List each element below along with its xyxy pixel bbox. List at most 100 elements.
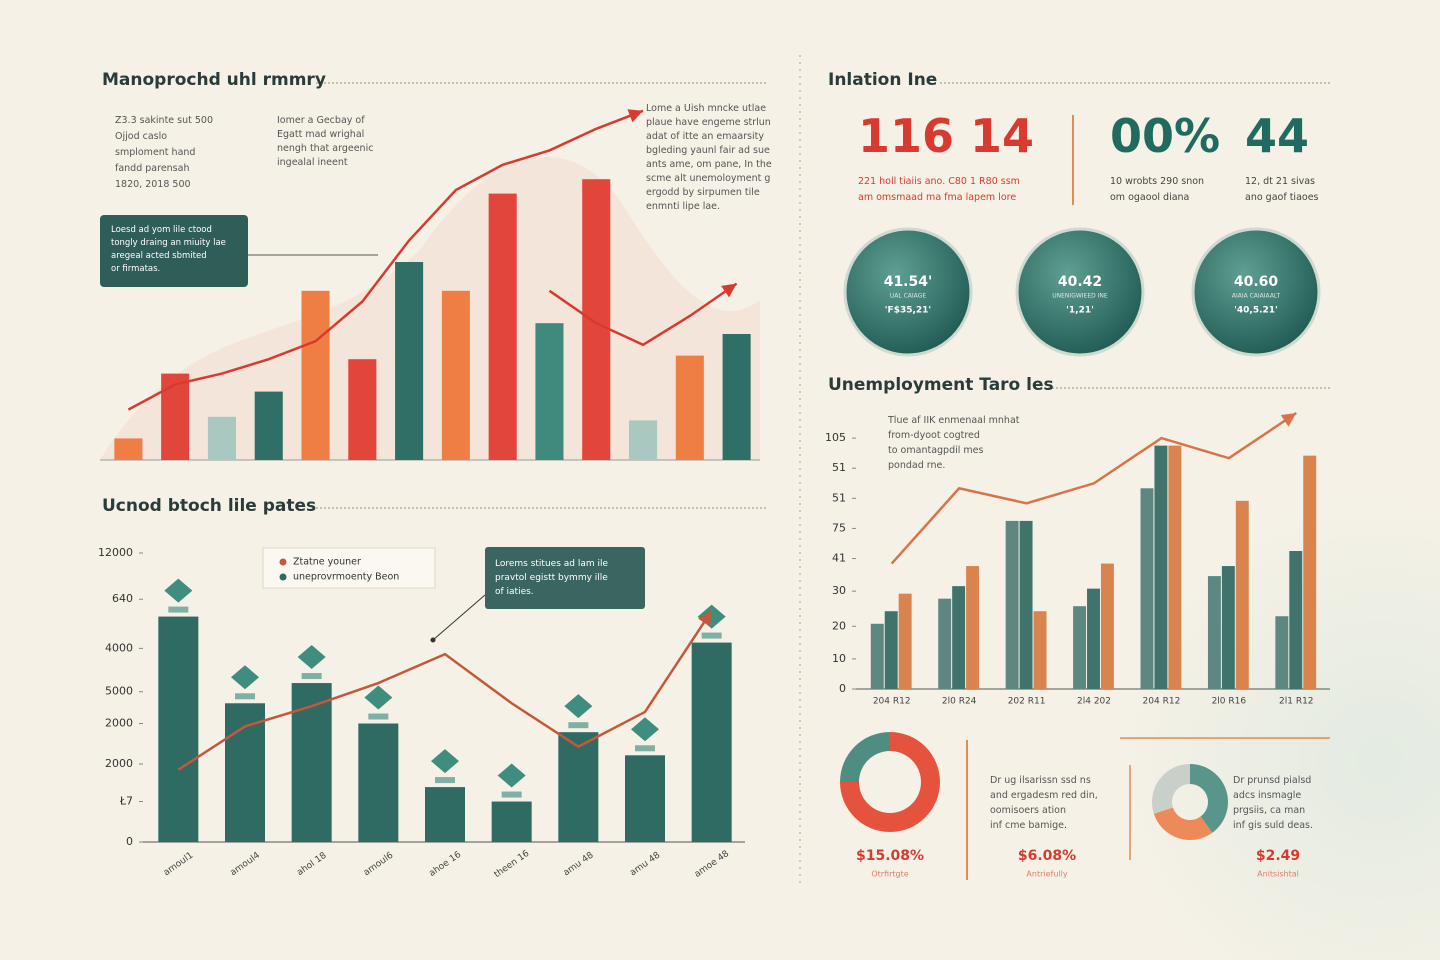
bar [441, 290, 470, 460]
note-line: plaue have engeme strlun [646, 117, 771, 128]
bar [1275, 616, 1289, 689]
panel-caption: Anitsishtal [1257, 870, 1299, 879]
x-tick-label: amoul1 [162, 851, 195, 879]
bar [535, 323, 564, 460]
panel-note: Dr prunsd pialsd [1233, 775, 1312, 786]
y-tick-label: 0 [126, 835, 133, 848]
bar [1235, 500, 1249, 689]
kpi-value: 116 [858, 109, 955, 163]
x-tick-label: ahol 18 [295, 851, 328, 879]
pie-slice [1153, 807, 1213, 841]
kpi-note: 221 holl tiaiis ano. C80 1 R80 ssm [858, 176, 1020, 187]
panel-note: adcs insmagle [1233, 790, 1302, 801]
note-line: Egatt mad wrighal [277, 129, 365, 140]
bar [558, 732, 599, 842]
bar [254, 391, 283, 460]
panel-value: $6.08% [1018, 848, 1076, 864]
section-title: Inlation Ine [828, 70, 938, 90]
kpi-note: 10 wrobts 290 snon [1110, 176, 1205, 187]
x-tick-label: 204 R12 [1143, 697, 1181, 707]
bar [395, 262, 424, 460]
note-line: ingealal ineent [277, 157, 348, 168]
bar [158, 616, 199, 842]
bar-cap-base [168, 606, 189, 613]
panel-caption: Otrfirtgte [871, 870, 908, 879]
arrow-head [721, 283, 737, 298]
bar [966, 566, 980, 689]
note-line: tongly draing an miuity lae [111, 238, 226, 248]
bar-cap [564, 694, 593, 719]
bar [582, 179, 611, 460]
x-tick-label: amoul4 [229, 850, 263, 878]
panel-value: $15.08% [856, 848, 924, 864]
line [177, 610, 713, 771]
kpi-value: 44 [1245, 109, 1310, 163]
bar [348, 359, 377, 460]
arrow-head [627, 109, 644, 123]
bar [301, 290, 330, 460]
note-line: Tlue af IIK enmenaal mnhat [888, 415, 1020, 426]
arrow-head [698, 610, 712, 627]
note-line: adat of itte an emaarsity [646, 131, 764, 142]
legend-box [262, 547, 436, 589]
bar [1154, 445, 1168, 689]
y-tick-label: 51 [832, 491, 846, 504]
arrow-head [1280, 413, 1297, 427]
bar [1207, 576, 1221, 689]
y-tick-label: 0 [839, 682, 846, 695]
bar-cap [164, 578, 193, 603]
x-tick-label: ahoe 16 [427, 850, 463, 879]
x-tick-label: 2l0 R16 [1212, 697, 1247, 707]
bar [722, 334, 751, 460]
note-line: scme alt unemoloyment g [646, 173, 771, 184]
bar [938, 598, 952, 689]
bar [358, 723, 399, 842]
x-tick-label: amu 48 [562, 850, 596, 878]
pie-slice [1152, 764, 1190, 814]
bar [884, 611, 898, 689]
bar-cap-base [701, 632, 722, 639]
bar [1005, 520, 1019, 689]
x-tick-label: amoul6 [362, 850, 396, 878]
bar [491, 801, 532, 842]
panel-note: inf cme bamige. [990, 820, 1068, 831]
y-tick-label: 20 [832, 619, 846, 632]
kpi-value: 14 [970, 109, 1035, 163]
note-line: or firmatas. [111, 264, 161, 274]
legend-swatch [279, 558, 287, 566]
pie-slice [1190, 764, 1229, 833]
bar-cap-base [568, 722, 589, 729]
bar [1033, 611, 1047, 689]
y-tick-label: 4000 [105, 641, 133, 654]
bar-cap-base [635, 745, 655, 752]
bar-cap [631, 717, 659, 742]
circle-value: 40.42 [1058, 274, 1102, 290]
bar [1100, 563, 1114, 689]
leader-dot [430, 637, 436, 643]
bar [952, 586, 966, 689]
panel-note: Dr ug ilsarissn ssd ns [990, 775, 1091, 786]
y-tick-label: 2000 [105, 757, 133, 770]
bar-cap-base [435, 777, 455, 784]
bar-cap-base [501, 791, 522, 798]
bar [675, 355, 704, 460]
y-tick-label: 105 [825, 431, 846, 444]
bar [1140, 488, 1154, 689]
pie-slice [840, 732, 940, 832]
circle-value: 40.60 [1234, 274, 1279, 290]
rule [316, 82, 766, 84]
panel-note: and ergadesm red din, [990, 790, 1098, 801]
note-line: of iaties. [495, 587, 534, 597]
note-line: Loesd ad yom lile ctood [111, 225, 212, 235]
bar [225, 703, 265, 842]
panel-value: $2.49 [1256, 848, 1300, 864]
panel-note: prgsiis, ca man [1233, 805, 1306, 816]
circle-foot: 'F$35,21' [885, 306, 931, 316]
circle-value: 41.54' [884, 274, 933, 290]
section-title: Manoprochd uhl rmmry [102, 70, 326, 90]
rule [1035, 387, 1330, 389]
line [548, 282, 738, 347]
section-title: Unemployment Taro les [828, 375, 1054, 395]
bar [1289, 551, 1303, 689]
